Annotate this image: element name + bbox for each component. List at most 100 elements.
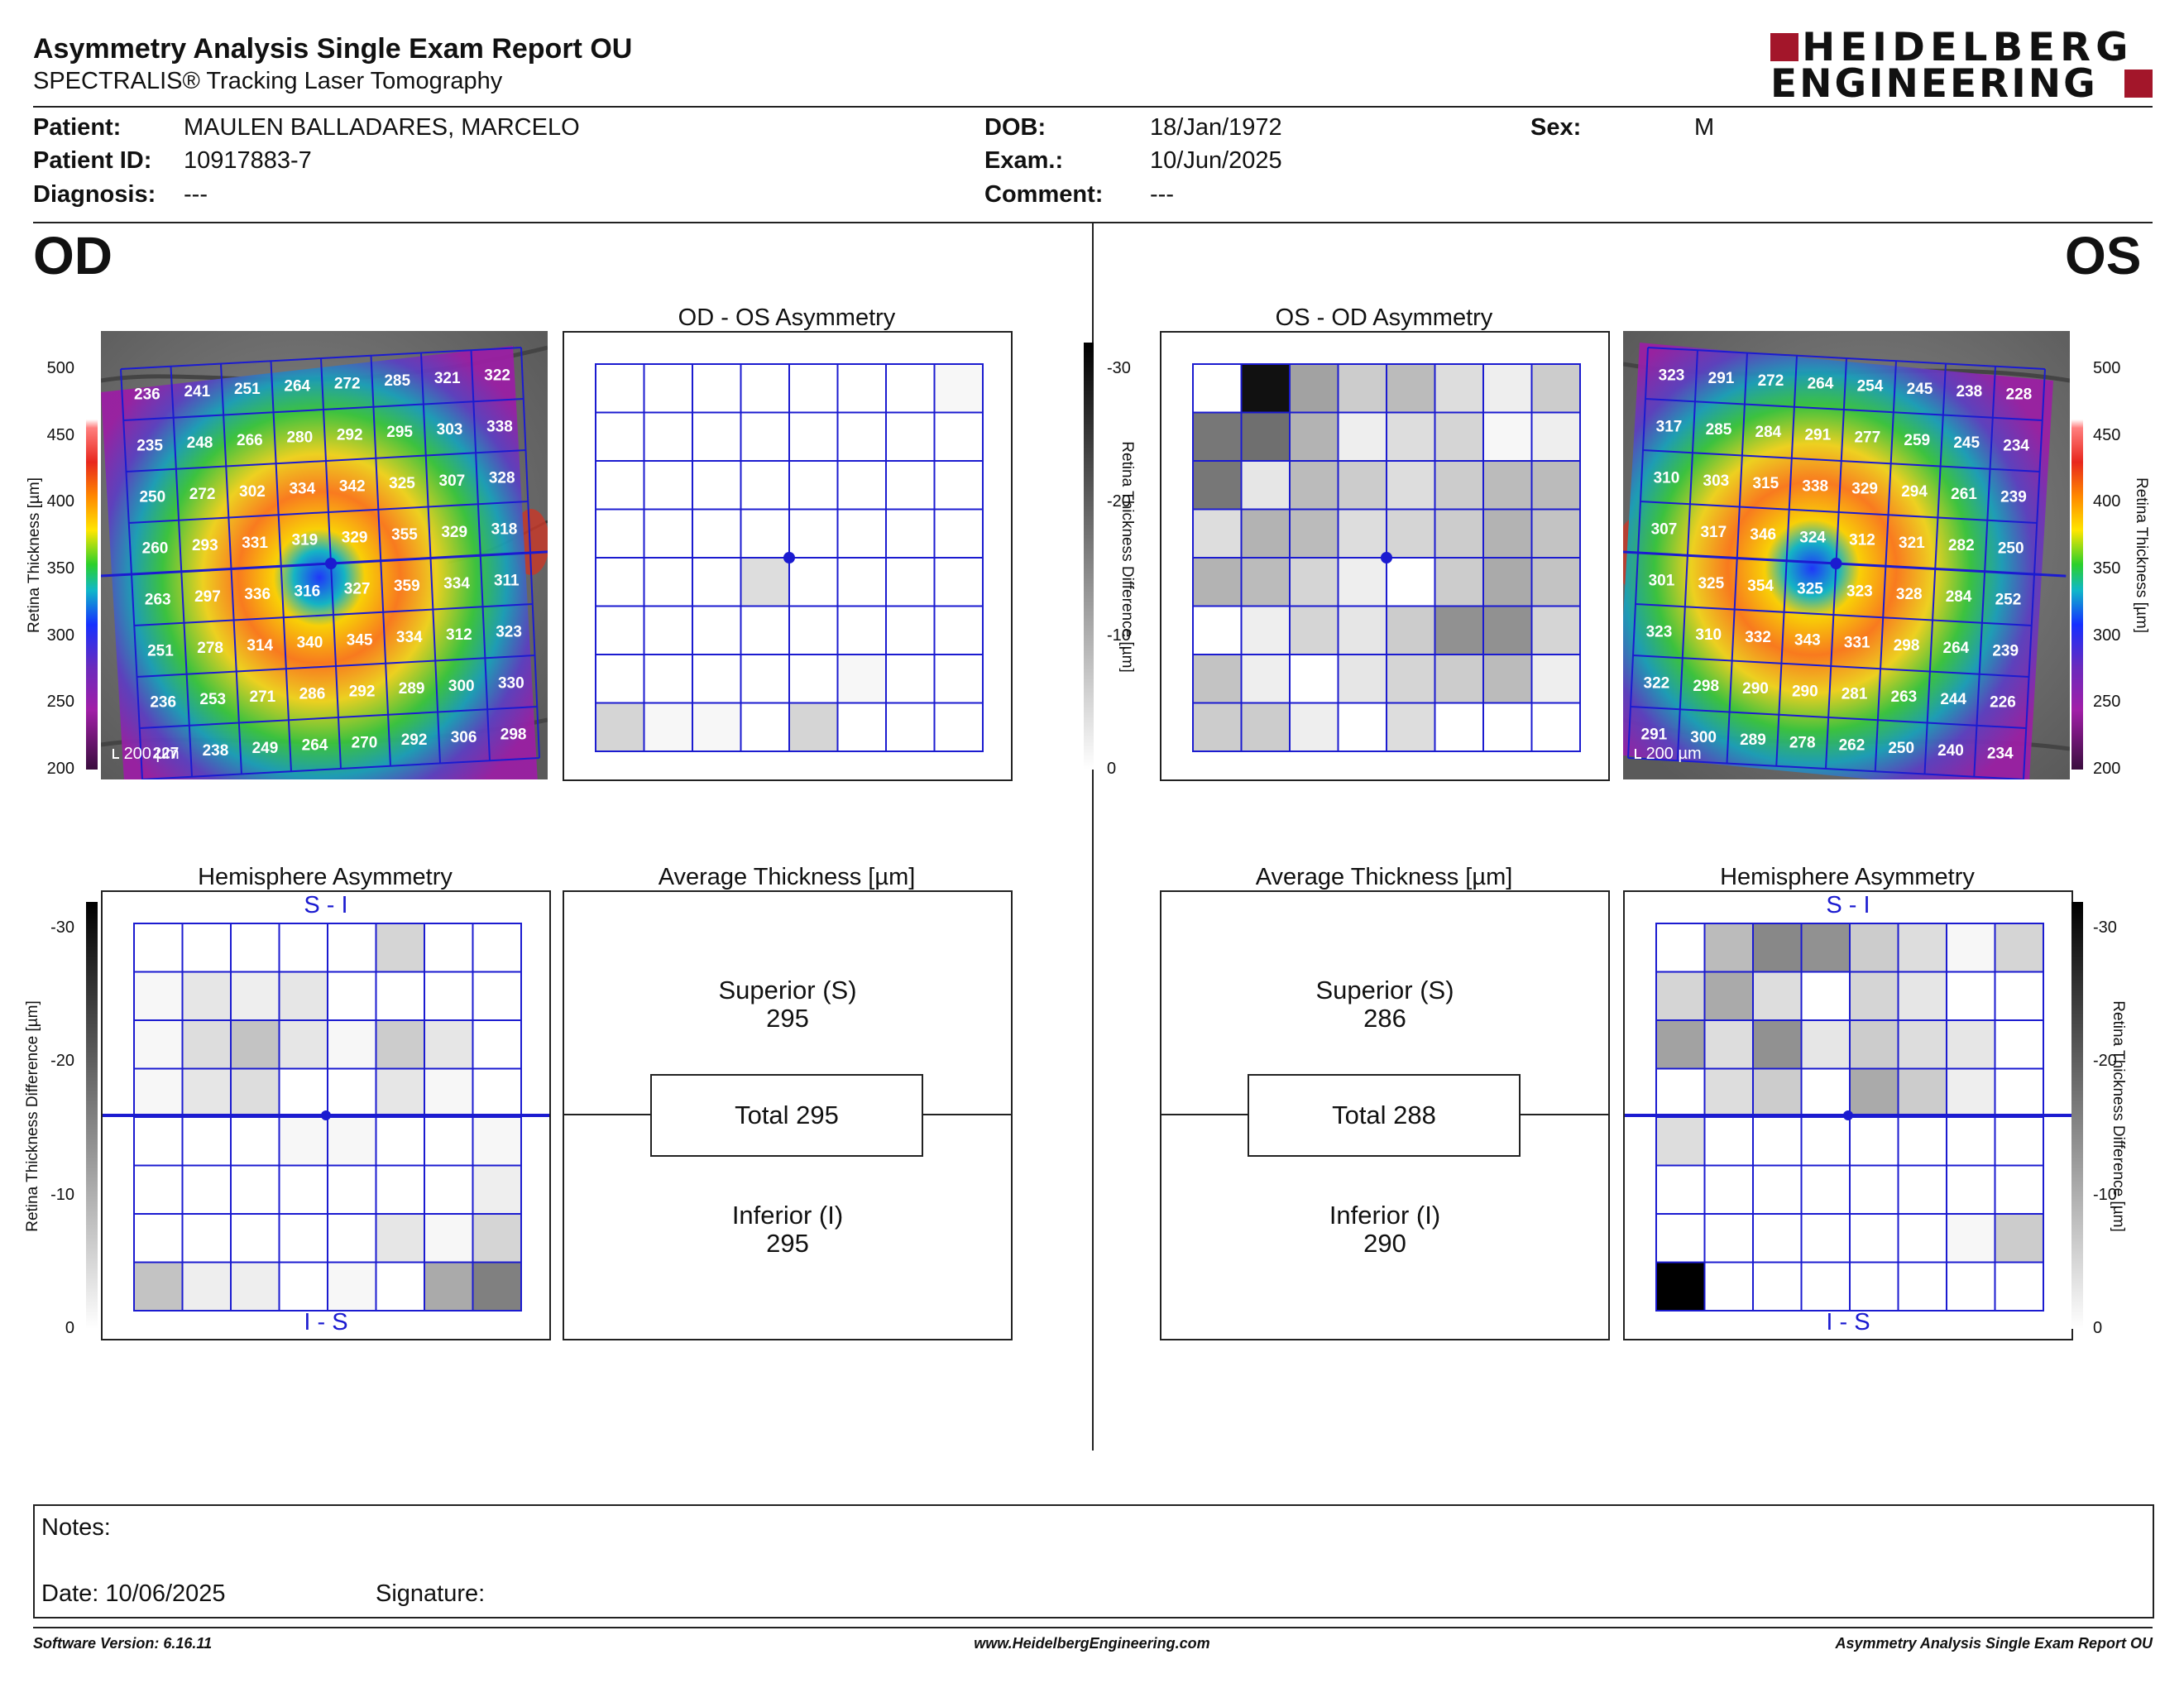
od-asym-cell (885, 605, 936, 655)
od-hemi-cell (181, 923, 232, 973)
od-thickness-value: 323 (496, 624, 522, 641)
os-thickness-colorbar (2071, 343, 2083, 770)
os-asym-cell (1240, 557, 1291, 607)
os-asym-cell (1192, 508, 1243, 559)
os-hemi-cell (1849, 1164, 1899, 1215)
od-thickness-svg: 236 241 251 264 272 285 321 322 235 248 266 280 292 2… (101, 347, 548, 779)
od-hemi-cell (230, 971, 280, 1021)
od-hemi-cell (278, 1213, 328, 1264)
os-hemi-cell (1752, 1116, 1803, 1167)
os-hemi-cell (1800, 1116, 1851, 1167)
os-hemi-fovea-dot (1843, 1110, 1853, 1120)
od-asym-svg (595, 363, 984, 752)
os-thickness-value: 343 (1794, 631, 1821, 649)
diff-colorbar-right (2071, 902, 2083, 1329)
os-asym-cell (1289, 508, 1339, 559)
od-thickness-value: 271 (250, 688, 276, 706)
od-thickness-tick-label: 300 (46, 626, 74, 645)
os-thickness-value: 239 (1992, 642, 2019, 659)
od-asym-cell (836, 557, 887, 607)
od-hemi-cell (230, 1116, 280, 1167)
os-asym-cell (1289, 702, 1339, 752)
od-asym-cell (933, 363, 984, 414)
os-thickness-value: 281 (1842, 686, 1868, 703)
sex-value: M (1694, 114, 1715, 141)
notes-date: Date: 10/06/2025 (41, 1580, 226, 1607)
od-asym-cell (788, 557, 839, 607)
footer-website[interactable]: www.HeidelbergEngineering.com (974, 1635, 1210, 1652)
os-hemi-cell (1752, 923, 1803, 973)
os-hemi-cell (1946, 923, 1996, 973)
od-thickness-value: 241 (184, 383, 210, 400)
od-asym-cell (788, 605, 839, 655)
od-hemi-cell (181, 1019, 232, 1070)
os-hemi-cell (1752, 1261, 1803, 1312)
os-thickness-value: 277 (1854, 429, 1880, 447)
od-asym-panel (563, 331, 1013, 781)
os-thickness-value: 329 (1851, 481, 1878, 498)
od-thickness-value: 319 (292, 532, 318, 549)
os-thickness-value: 285 (1706, 421, 1732, 439)
os-superior-value: 286 (1363, 1004, 1406, 1033)
os-asym-title: OS - OD Asymmetry (1275, 305, 1493, 331)
od-asym-cell (595, 557, 645, 607)
od-total-box: Total 295 (650, 1074, 923, 1157)
os-asym-cell (1192, 654, 1243, 704)
od-hemi-cell (133, 1164, 184, 1215)
od-hemi-cell (327, 1213, 377, 1264)
os-scale-bar: 200 µm (1635, 745, 1702, 764)
od-hemi-cell (133, 923, 184, 973)
od-thickness-tick-label: 400 (46, 492, 74, 511)
od-asym-cell (933, 460, 984, 511)
od-thickness-value: 330 (498, 675, 524, 693)
os-asym-cell (1530, 363, 1581, 414)
od-asym-cell (836, 411, 887, 462)
os-asym-cell (1434, 508, 1484, 559)
comment-label: Comment: (984, 181, 1104, 208)
os-hemi-cell (1703, 1019, 1754, 1070)
od-hemi-cell (133, 1116, 184, 1167)
os-asym-cell (1482, 363, 1533, 414)
od-asym-cell (788, 411, 839, 462)
os-fundus-svg (1623, 331, 2070, 779)
od-asym-cell (643, 508, 693, 559)
os-thickness-value: 252 (1995, 591, 2022, 608)
od-hemi-title: Hemisphere Asymmetry (198, 864, 453, 890)
notes-box[interactable]: Notes: Date: 10/06/2025 Signature: (33, 1504, 2154, 1618)
os-fundus-image: 323 291 272 264 254 245 238 228 317 285 284 291 277 2… (1623, 331, 2070, 779)
od-hemi-cell (278, 1019, 328, 1070)
os-hemi-cell (1703, 1116, 1754, 1167)
os-asym-cell (1434, 411, 1484, 462)
od-hemi-cell (133, 1261, 184, 1312)
os-hemi-cell (1849, 1116, 1899, 1167)
os-hemi-cell (1897, 1213, 1947, 1264)
os-asym-cell (1482, 702, 1533, 752)
od-thickness-value: 312 (446, 626, 472, 644)
od-asym-cell (885, 363, 936, 414)
os-thickness-value: 323 (1846, 583, 1873, 601)
od-thickness-tick-label: 250 (46, 693, 74, 712)
os-hemi-cell (1752, 1164, 1803, 1215)
os-inferior-value: 290 (1363, 1229, 1406, 1258)
footer-report-name: Asymmetry Analysis Single Exam Report OU (1835, 1635, 2153, 1652)
os-thickness-value: 234 (1987, 745, 2014, 762)
os-hemi-cell (1946, 1067, 1996, 1118)
logo-square-top (1770, 33, 1798, 61)
os-thickness-value: 291 (1708, 370, 1735, 387)
os-eye-label: OS (2065, 226, 2142, 285)
od-thickness-value: 328 (489, 470, 515, 487)
od-thickness-value: 293 (192, 537, 218, 554)
od-hemi-cell (424, 1164, 474, 1215)
od-asym-cell (788, 460, 839, 511)
od-asym-cell (643, 654, 693, 704)
od-asym-cell (595, 654, 645, 704)
od-thickness-value: 329 (342, 529, 368, 546)
od-hemi-cell (327, 923, 377, 973)
od-thickness-value: 264 (284, 378, 310, 396)
od-thickness-value: 264 (302, 737, 328, 755)
od-hemi-cell (375, 1261, 425, 1312)
od-thickness-value: 340 (297, 635, 323, 652)
od-thickness-grid: 236 241 251 264 272 285 321 322 235 248 266 280 292 2… (101, 331, 548, 779)
os-thickness-value: 291 (1641, 727, 1668, 744)
od-thickness-value: 238 (203, 742, 229, 760)
